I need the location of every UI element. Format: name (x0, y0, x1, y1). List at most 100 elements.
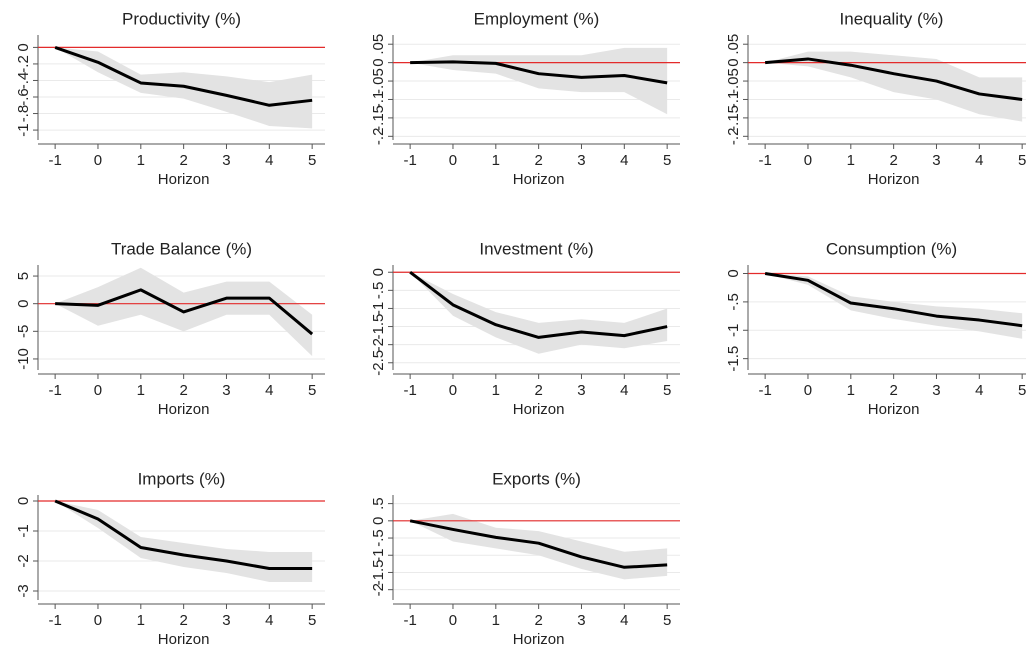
y-tick-label: -1.5 (725, 346, 742, 372)
x-tick-label: 2 (889, 152, 897, 169)
y-tick-label: 0 (370, 517, 387, 525)
x-tick-label: 3 (932, 382, 940, 399)
x-tick-label: 5 (308, 382, 316, 399)
y-tick-label: -.1 (370, 91, 387, 109)
y-tick-label: -.05 (725, 68, 742, 94)
x-tick-label: 5 (1018, 382, 1026, 399)
x-tick-label: 4 (975, 382, 983, 399)
y-tick-label: 0 (370, 268, 387, 276)
y-tick-label: -1 (15, 123, 32, 136)
x-tick-label: 0 (449, 612, 457, 629)
x-axis-label: Horizon (158, 401, 210, 418)
x-tick-label: 1 (847, 382, 855, 399)
panel-title: Trade Balance (%) (111, 239, 252, 258)
confidence-band (765, 51, 1023, 122)
x-tick-label: 4 (265, 382, 273, 399)
y-tick-label: -2.5 (370, 350, 387, 376)
y-tick-label: -1 (725, 324, 742, 337)
x-tick-label: -1 (758, 382, 771, 399)
x-tick-label: 0 (94, 382, 102, 399)
panel-title: Inequality (%) (840, 9, 944, 28)
x-tick-label: -1 (48, 382, 61, 399)
x-tick-label: -1 (48, 152, 61, 169)
panel-title: Investment (%) (479, 239, 593, 258)
x-tick-label: 5 (663, 152, 671, 169)
y-tick-label: .05 (725, 34, 742, 55)
x-tick-label: 5 (1018, 152, 1026, 169)
panel: Employment (%) -.2-.15-.1-.05 0 .05 -1 0 1 2 3 4 5… (370, 9, 680, 188)
response-line (409, 519, 668, 569)
confidence-band (410, 272, 668, 354)
x-tick-label: 1 (137, 152, 145, 169)
x-tick-label: 2 (179, 382, 187, 399)
x-tick-label: -1 (48, 612, 61, 629)
y-tick-label: -10 (15, 348, 32, 370)
y-tick-label: -.15 (725, 105, 742, 131)
y-tick-label: .05 (370, 34, 387, 55)
y-tick-label: -1 (370, 549, 387, 562)
confidence-band (55, 501, 313, 582)
y-tick-label: -.05 (370, 68, 387, 94)
x-tick-label: 4 (265, 612, 273, 629)
y-tick-label: -2 (15, 554, 32, 567)
y-tick-label: -.8 (15, 105, 32, 123)
y-tick-label: -.2 (15, 55, 32, 73)
y-tick-label: 0 (15, 497, 32, 505)
panel: Productivity (%)-1-.8-.6-.4-.20-1 0 1 2 3 4 5H… (15, 9, 325, 188)
y-tick-label: -1 (370, 302, 387, 315)
x-tick-label: 3 (577, 612, 585, 629)
y-tick-label: 0 (370, 58, 387, 66)
x-tick-label: 2 (534, 152, 542, 169)
y-tick-label: -1.5 (370, 314, 387, 340)
response-line (55, 288, 314, 336)
x-tick-label: 0 (449, 382, 457, 399)
x-tick-label: 3 (932, 152, 940, 169)
y-tick-label: -.1 (725, 91, 742, 109)
y-tick-label: 5 (15, 272, 32, 280)
y-tick-label: -.2 (725, 128, 742, 146)
confidence-band (410, 47, 668, 115)
panel: Consumption (%) -1.5 -1 -.5 0 -1 0 1 2 3 4 5 Horizon (725, 239, 1026, 418)
x-axis-label: Horizon (158, 631, 210, 648)
response-line (764, 272, 1023, 328)
x-tick-label: 0 (804, 382, 812, 399)
response-line (765, 57, 1023, 101)
x-tick-label: 1 (137, 612, 145, 629)
x-tick-label: 0 (449, 152, 457, 169)
response-line (54, 499, 313, 570)
x-tick-label: 1 (847, 152, 855, 169)
x-axis-label: Horizon (513, 171, 565, 188)
x-tick-label: 4 (620, 612, 628, 629)
panel-title: Productivity (%) (122, 9, 241, 28)
x-tick-label: 2 (179, 152, 187, 169)
x-tick-label: -1 (403, 152, 416, 169)
x-axis-label: Horizon (513, 631, 565, 648)
x-tick-label: 2 (889, 382, 897, 399)
y-tick-label: -1.5 (370, 560, 387, 586)
y-tick-label: -.5 (370, 282, 387, 300)
panel: Imports (%) -3 -2 -1 0 -1 0 1 2 3 4 5 Horizon (15, 469, 325, 648)
confidence-band (410, 513, 668, 580)
x-tick-label: -1 (758, 152, 771, 169)
y-tick-label: -5 (15, 325, 32, 338)
x-tick-label: 3 (577, 382, 585, 399)
panel: Inequality (%) -.2-.15-.1-.05 0 .05 -1 0 1 2 3 4 5… (725, 9, 1026, 188)
confidence-band (765, 273, 1023, 339)
x-tick-label: 4 (265, 152, 273, 169)
response-line (54, 45, 313, 107)
y-tick-label: -3 (15, 584, 32, 597)
x-tick-label: 2 (534, 612, 542, 629)
y-tick-label: 0 (15, 300, 32, 308)
y-tick-label: -.4 (15, 72, 32, 90)
panel-title: Consumption (%) (826, 239, 957, 258)
x-tick-label: 3 (577, 152, 585, 169)
x-tick-label: 1 (137, 382, 145, 399)
x-tick-label: 4 (975, 152, 983, 169)
panel-title: Employment (%) (474, 9, 600, 28)
x-tick-label: 0 (804, 152, 812, 169)
y-tick-label: -.5 (370, 529, 387, 547)
x-axis-label: Horizon (868, 401, 920, 418)
y-tick-label: 0 (15, 43, 32, 51)
